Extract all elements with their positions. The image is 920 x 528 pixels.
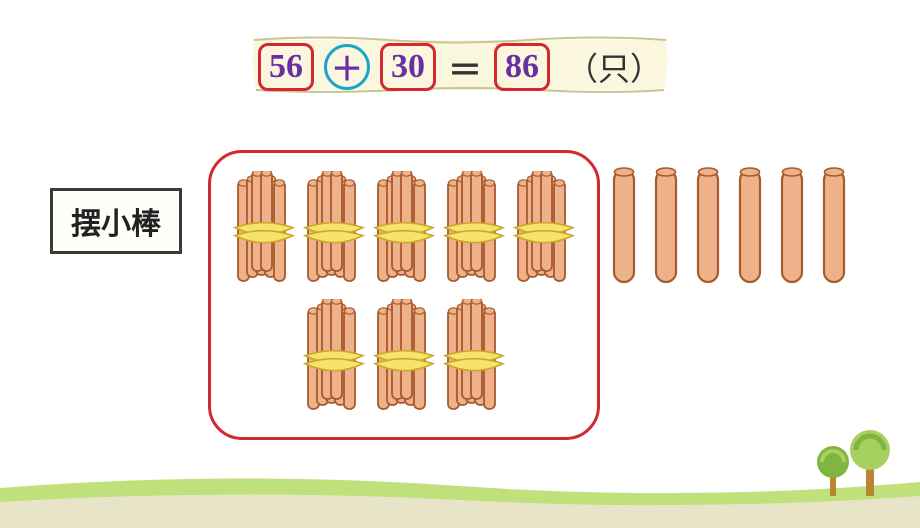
equation-strip: 56 ＋ 30 ＝ 86 （只） (248, 32, 672, 102)
stick-bundle (442, 171, 506, 289)
loose-stick (654, 166, 678, 286)
stick-bundle (232, 171, 296, 289)
equation-operand-b: 30 (380, 43, 436, 90)
label-box: 摆小棒 (50, 188, 182, 254)
equation-result: 86 (494, 43, 550, 90)
stick-bundle (442, 299, 506, 417)
stick-bundle (512, 171, 576, 289)
stick-bundle (302, 171, 366, 289)
loose-stick (822, 166, 846, 286)
loose-stick (654, 166, 678, 286)
stick-bundle (302, 299, 366, 417)
stick-bundle (372, 299, 436, 417)
ground (0, 468, 920, 518)
loose-stick (780, 166, 804, 286)
loose-stick (822, 166, 846, 286)
stick-bundle (442, 299, 506, 417)
stick-bundle (372, 299, 436, 417)
loose-stick (738, 166, 762, 286)
loose-stick (612, 166, 636, 286)
bundle-row (225, 299, 583, 417)
stick-bundle (442, 171, 506, 289)
equation-equals: ＝ (446, 43, 484, 92)
stick-bundle (512, 171, 576, 289)
loose-stick (696, 166, 720, 286)
equation-unit: （只） (566, 44, 662, 90)
stick-bundle (302, 299, 366, 417)
equation-operator: ＋ (324, 44, 370, 90)
stick-bundle (372, 171, 436, 289)
loose-stick (780, 166, 804, 286)
loose-stick (696, 166, 720, 286)
stick-bundle (302, 171, 366, 289)
equation-operand-a: 56 (258, 43, 314, 90)
bundles-panel (208, 150, 600, 440)
loose-stick (738, 166, 762, 286)
loose-stick (612, 166, 636, 286)
decorative-trees (810, 420, 900, 500)
stick-bundle (372, 171, 436, 289)
stick-bundle (232, 171, 296, 289)
bundle-row (225, 171, 583, 289)
loose-sticks-area (612, 166, 846, 286)
